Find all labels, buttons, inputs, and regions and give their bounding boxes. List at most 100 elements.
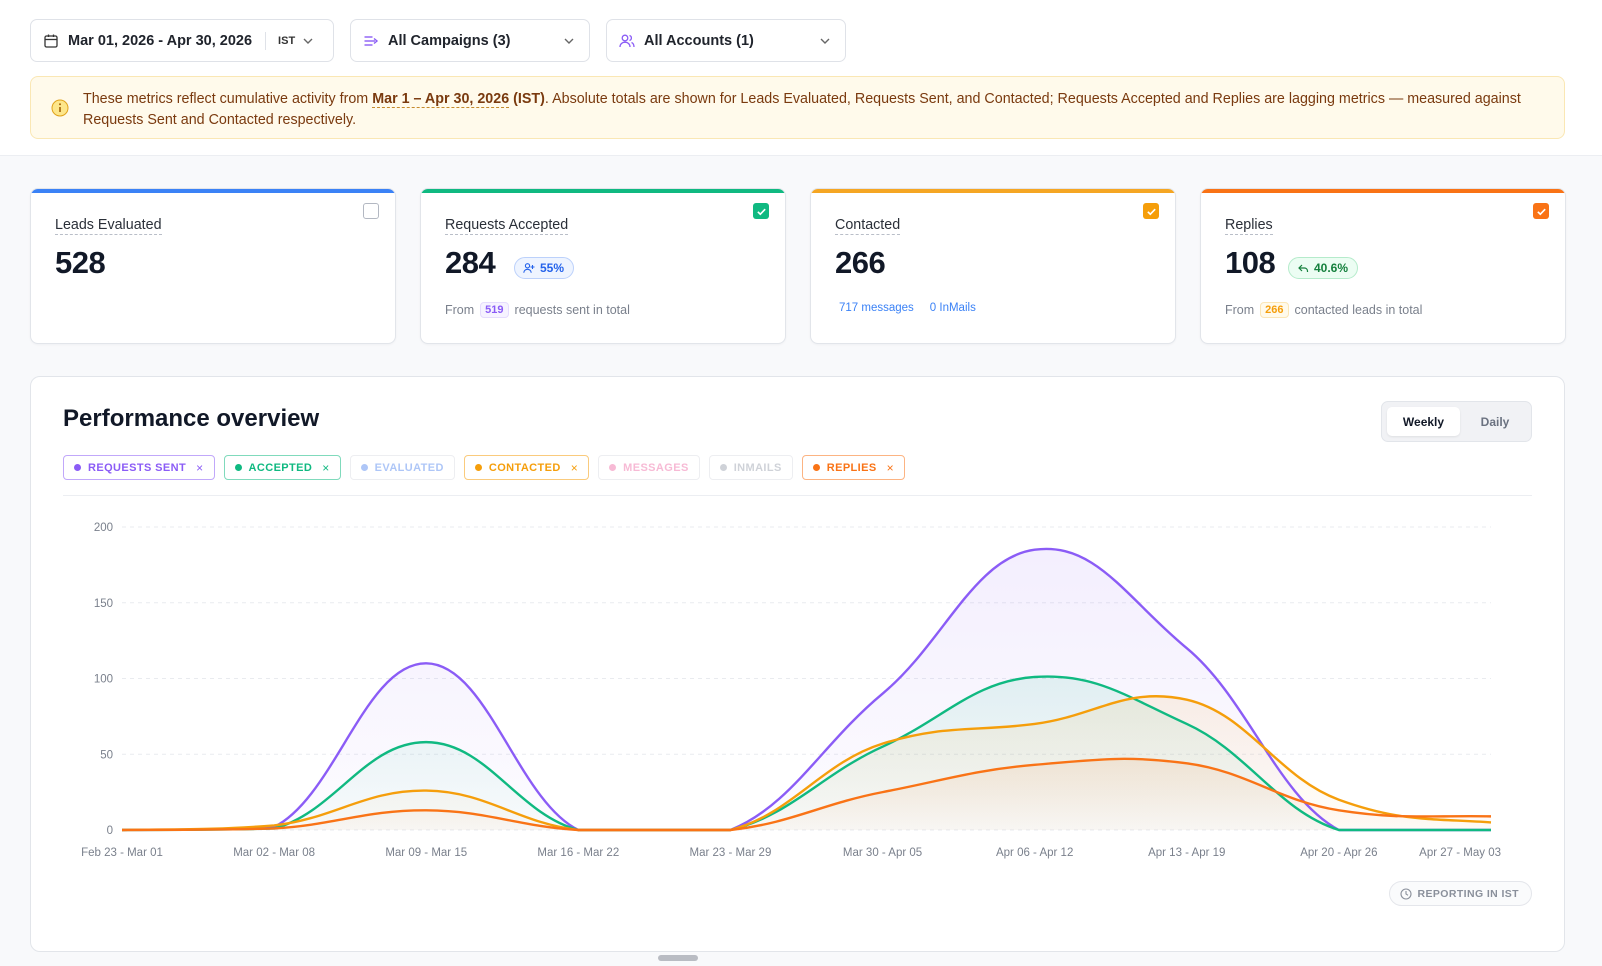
notice-timezone: (IST) — [509, 91, 545, 107]
performance-overview-panel: Performance overview Weekly Daily REQUES… — [30, 376, 1565, 952]
remove-series-icon[interactable]: × — [322, 460, 330, 475]
user-plus-icon — [523, 263, 535, 273]
remove-series-icon[interactable]: × — [196, 460, 204, 475]
legend-label: REPLIES — [826, 461, 877, 474]
page-title: Performance overview — [63, 405, 320, 432]
legend-dot — [719, 464, 727, 471]
card-subtext: 717 messages 0 InMails — [839, 302, 992, 314]
reply-icon — [1298, 264, 1309, 272]
card-label: Requests Accepted — [445, 217, 569, 235]
calendar-icon — [43, 33, 59, 49]
x-tick-label: Mar 09 - Mar 15 — [385, 847, 467, 859]
accounts-dropdown[interactable]: All Accounts (1) — [606, 19, 846, 62]
x-tick-label: Apr 13 - Apr 19 — [1148, 847, 1225, 859]
legend-chip-evaluated[interactable]: EVALUATED — [349, 455, 455, 480]
x-tick-label: Apr 27 - May 03 — [1419, 847, 1501, 859]
card-value: 284 — [445, 245, 496, 280]
divider — [265, 31, 267, 50]
legend-dot — [474, 464, 482, 471]
replies-checkbox[interactable] — [1533, 203, 1549, 219]
weekly-toggle-option[interactable]: Weekly — [1387, 407, 1460, 436]
accounts-value: All Accounts (1) — [644, 32, 754, 49]
badge-value: 40.6% — [1314, 261, 1349, 275]
contacted-checkbox[interactable] — [1143, 203, 1159, 219]
remove-series-icon[interactable]: × — [570, 460, 579, 475]
subtext-prefix: From — [445, 303, 475, 317]
card-subtext: From 266 contacted leads in total — [1225, 302, 1422, 318]
card-label: Leads Evaluated — [55, 217, 162, 235]
divider — [63, 495, 1532, 496]
series-line-replies — [121, 757, 1492, 832]
legend-chip-messages[interactable]: MESSAGES — [598, 455, 700, 480]
requests-sent-total: 519 — [480, 302, 509, 318]
inmails-link[interactable]: 0 InMails — [929, 302, 976, 314]
series-line-requests-sent — [121, 547, 1491, 832]
resize-handle[interactable] — [658, 955, 698, 961]
reporting-timezone-badge: REPORTING IN IST — [1388, 881, 1532, 906]
x-tick-label: Mar 02 - Mar 08 — [233, 847, 315, 859]
check-icon — [1536, 208, 1546, 215]
clock-icon — [1399, 887, 1412, 900]
date-range-value: Mar 01, 2026 - Apr 30, 2026 — [68, 32, 253, 49]
reporting-label: REPORTING IN IST — [1417, 887, 1519, 900]
x-tick-label: Feb 23 - Mar 01 — [81, 847, 163, 859]
date-range-picker[interactable]: Mar 01, 2026 - Apr 30, 2026 IST — [30, 19, 334, 62]
card-label: Contacted — [835, 217, 901, 235]
card-label: Replies — [1225, 217, 1273, 235]
subtext-suffix: requests sent in total — [514, 303, 630, 317]
legend-chip-accepted[interactable]: ACCEPTED × — [223, 455, 341, 480]
notice-date-range: Mar 1 – Apr 30, 2026 — [372, 91, 510, 108]
legend-chip-contacted[interactable]: CONTACTED × — [463, 455, 590, 480]
x-tick-label: Mar 23 - Mar 29 — [690, 847, 772, 859]
subtext-prefix: From — [1225, 303, 1255, 317]
notice-text-post: . Absolute totals are shown for Leads Ev… — [83, 91, 1521, 128]
requests-accepted-checkbox[interactable] — [753, 203, 769, 219]
legend-label: MESSAGES — [623, 461, 689, 474]
info-icon — [51, 99, 69, 117]
messages-link[interactable]: 717 messages — [839, 302, 914, 314]
x-tick-label: Apr 20 - Apr 26 — [1300, 847, 1377, 859]
legend-label: REQUESTS SENT — [88, 461, 187, 474]
filter-bar: Mar 01, 2026 - Apr 30, 2026 IST All Camp… — [0, 0, 1602, 156]
card-value: 528 — [55, 245, 106, 280]
legend-chip-requests-sent[interactable]: REQUESTS SENT × — [63, 455, 215, 480]
y-tick-label: 150 — [94, 598, 113, 610]
users-icon — [619, 33, 635, 49]
daily-toggle-option[interactable]: Daily — [1480, 414, 1510, 429]
performance-chart: 0 50 100 150 200 Feb 23 - Mar 01 Mar 02 - Mar … — [81, 522, 1501, 859]
card-accent-bar — [1201, 189, 1565, 193]
legend-label: ACCEPTED — [248, 461, 313, 474]
check-icon — [756, 208, 766, 215]
leads-evaluated-checkbox[interactable] — [363, 203, 379, 219]
y-tick-label: 50 — [100, 749, 113, 761]
series-line-accepted — [121, 675, 1491, 832]
legend-chip-replies[interactable]: REPLIES × — [801, 455, 906, 480]
leads-evaluated-card: Leads Evaluated 528 — [30, 188, 396, 344]
legend-label: EVALUATED — [374, 461, 444, 474]
legend-dot — [812, 464, 820, 471]
legend-label: CONTACTED — [488, 461, 561, 474]
timezone-label: IST — [278, 34, 296, 47]
series-line-contacted — [121, 695, 1492, 832]
legend-dot — [74, 464, 81, 471]
acceptance-rate-badge: 55% — [514, 257, 575, 279]
legend-label: INMAILS — [733, 461, 782, 474]
legend-dot — [360, 464, 368, 471]
campaigns-dropdown[interactable]: All Campaigns (3) — [350, 19, 590, 62]
chevron-down-icon — [820, 38, 830, 44]
series-legend: REQUESTS SENT × ACCEPTED × EVALUATED CONTACTE… — [63, 455, 914, 480]
card-accent-bar — [31, 189, 395, 193]
card-value: 108 — [1225, 245, 1276, 280]
remove-series-icon[interactable]: × — [886, 460, 895, 475]
legend-chip-inmails[interactable]: INMAILS — [708, 455, 793, 480]
campaign-icon — [363, 33, 379, 49]
notice-text-pre: These metrics reflect cumulative activit… — [83, 91, 373, 107]
reply-rate-badge: 40.6% — [1288, 257, 1359, 279]
x-tick-label: Mar 30 - Apr 05 — [843, 847, 922, 859]
check-icon — [1146, 208, 1156, 215]
chevron-down-icon — [564, 38, 574, 44]
contacted-card: Contacted 266 717 messages 0 InMails — [810, 188, 1176, 344]
x-tick-label: Mar 16 - Mar 22 — [537, 847, 619, 859]
card-accent-bar — [421, 189, 785, 193]
campaigns-value: All Campaigns (3) — [388, 32, 511, 49]
